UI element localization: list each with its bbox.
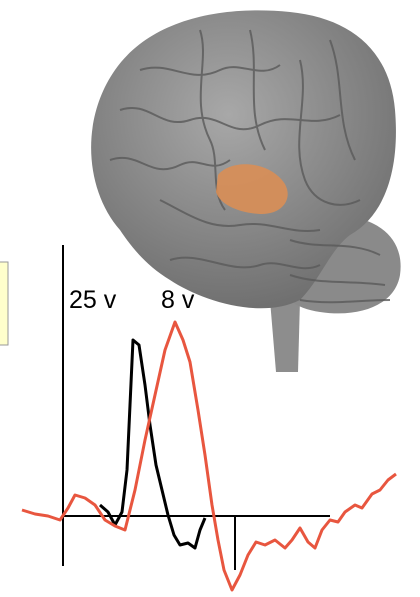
page: {"labels": {"first": "25 v", "second": "… xyxy=(0,0,420,597)
peak-label: 8 v xyxy=(161,286,195,314)
figure: 25 v 8 v xyxy=(0,0,420,597)
brain xyxy=(91,10,401,372)
peak-label: 25 v xyxy=(69,286,117,314)
waveform-red xyxy=(22,322,396,590)
note-box xyxy=(0,262,8,345)
